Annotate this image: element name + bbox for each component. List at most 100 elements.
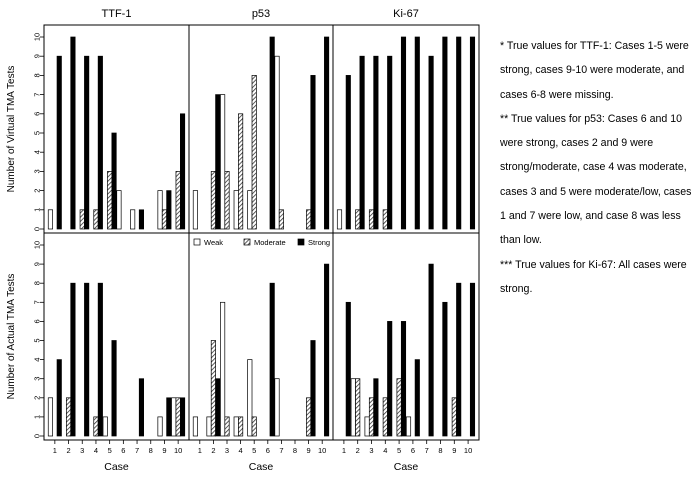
x-tick-label: 1 xyxy=(342,446,346,455)
x-tick-label: 8 xyxy=(149,446,153,455)
bar-weak-case-5 xyxy=(247,359,253,437)
bar-strong-case-1 xyxy=(345,75,351,230)
bar-strong-case-5 xyxy=(400,36,407,230)
bar-strong-case-7 xyxy=(138,378,145,437)
bar-weak-case-4 xyxy=(233,190,239,230)
bar-moderate-case-2 xyxy=(65,397,72,437)
y-axis-label: Number of Virtual TMA Tests xyxy=(6,66,17,193)
bar-moderate-case-2 xyxy=(210,340,216,437)
panel-frame xyxy=(332,232,480,441)
bar-strong-case-4 xyxy=(387,321,393,437)
x-tick-label: 9 xyxy=(162,446,166,455)
bar-weak-case-3 xyxy=(364,416,370,437)
bar-weak-case-3 xyxy=(220,301,226,437)
x-tick-label: 2 xyxy=(211,446,215,455)
x-tick-label: 1 xyxy=(53,446,57,455)
legend-swatch-strong xyxy=(297,238,305,246)
bar-moderate-case-2 xyxy=(210,171,216,230)
bar-strong-case-9 xyxy=(310,75,316,230)
bar-strong-case-6 xyxy=(269,36,275,230)
x-tick-label: 10 xyxy=(174,446,182,455)
bar-weak-case-6 xyxy=(116,190,122,230)
bar-weak-case-1 xyxy=(192,190,198,230)
bar-strong-case-4 xyxy=(97,282,103,437)
x-tick-label: 5 xyxy=(108,446,112,455)
y-tick-label: 3 xyxy=(33,169,42,173)
bar-strong-case-3 xyxy=(373,378,379,437)
x-tick-label: 4 xyxy=(94,446,98,455)
x-tick-label: 10 xyxy=(318,446,326,455)
bar-strong-case-8 xyxy=(442,301,448,437)
bar-strong-case-2 xyxy=(215,94,221,230)
bar-moderate-case-3 xyxy=(79,209,85,230)
x-tick-label: 3 xyxy=(80,446,84,455)
bar-moderate-case-4 xyxy=(382,397,388,437)
x-tick-label: 6 xyxy=(266,446,270,455)
bar-moderate-case-2 xyxy=(355,209,361,230)
bar-strong-case-4 xyxy=(97,55,103,230)
bar-moderate-case-10 xyxy=(175,397,181,437)
bar-moderate-case-9 xyxy=(306,397,312,437)
p53-true-values-note: ** True values for p53: Cases 6 and 10 w… xyxy=(500,112,692,247)
bar-strong-case-5 xyxy=(111,340,117,437)
legend-swatch-moderate xyxy=(243,238,251,246)
panel-ki-67-virtual xyxy=(332,24,480,234)
y-tick-label: 0 xyxy=(33,434,42,438)
x-tick-label: 6 xyxy=(121,446,125,455)
column-title-ki-67: Ki-67 xyxy=(393,8,419,20)
bar-strong-case-10 xyxy=(324,36,330,230)
bar-weak-case-9 xyxy=(157,416,163,437)
bar-moderate-case-9 xyxy=(451,397,457,437)
ki67-true-values-note: *** True values for Ki-67: All cases wer… xyxy=(500,258,687,295)
y-tick-label: 9 xyxy=(33,262,42,266)
bar-moderate-case-10 xyxy=(175,171,181,230)
bar-strong-case-7 xyxy=(428,55,434,230)
y-tick-label: 1 xyxy=(33,208,42,212)
bar-strong-case-7 xyxy=(138,209,145,230)
bar-weak-case-1 xyxy=(192,416,198,437)
panel-p53-actual xyxy=(188,232,334,441)
bar-strong-case-6 xyxy=(414,36,420,230)
bar-weak-case-1 xyxy=(47,209,54,230)
bar-strong-case-9 xyxy=(456,36,462,230)
bar-weak-case-1 xyxy=(336,209,343,230)
x-tick-label: 7 xyxy=(425,446,429,455)
bar-strong-case-10 xyxy=(180,397,186,437)
bar-weak-case-10 xyxy=(171,397,177,437)
y-tick-label: 8 xyxy=(33,281,42,285)
bar-strong-case-8 xyxy=(442,36,448,230)
x-tick-label: 8 xyxy=(438,446,442,455)
ttf1-true-values-note: * True values for TTF-1: Cases 1-5 were … xyxy=(500,40,689,101)
bar-strong-case-6 xyxy=(269,282,275,437)
y-axis-virtual: 0 1 2 3 4 5 6 7 8 9 10 Number of Virtual TMA Tests xyxy=(6,33,44,231)
y-tick-label: 4 xyxy=(33,358,42,362)
bar-moderate-case-9 xyxy=(306,209,312,230)
y-tick-label: 6 xyxy=(33,112,42,116)
bar-strong-case-4 xyxy=(387,55,393,230)
y-tick-label: 4 xyxy=(33,150,42,154)
bar-strong-case-2 xyxy=(215,378,221,437)
bar-strong-case-6 xyxy=(414,359,420,437)
y-tick-label: 5 xyxy=(33,338,42,342)
x-tick-label: 3 xyxy=(225,446,229,455)
bar-weak-case-2 xyxy=(350,378,356,437)
legend-label-weak: Weak xyxy=(204,238,223,247)
bar-moderate-case-3 xyxy=(224,171,230,230)
bar-weak-case-5 xyxy=(247,190,253,230)
bar-strong-case-9 xyxy=(456,282,462,437)
legend-swatch-weak xyxy=(193,238,201,246)
bar-strong-case-9 xyxy=(310,340,316,437)
panel-p53-virtual xyxy=(188,24,334,234)
bar-moderate-case-4 xyxy=(238,113,244,230)
panel-ttf-1-virtual xyxy=(43,24,190,234)
bar-strong-case-9 xyxy=(166,190,172,230)
legend-label-moderate: Moderate xyxy=(254,238,286,247)
x-tick-label: 10 xyxy=(464,446,472,455)
y-tick-label: 8 xyxy=(33,73,42,77)
y-tick-label: 10 xyxy=(33,241,42,249)
bar-moderate-case-3 xyxy=(368,397,375,437)
bar-strong-case-2 xyxy=(359,55,365,230)
